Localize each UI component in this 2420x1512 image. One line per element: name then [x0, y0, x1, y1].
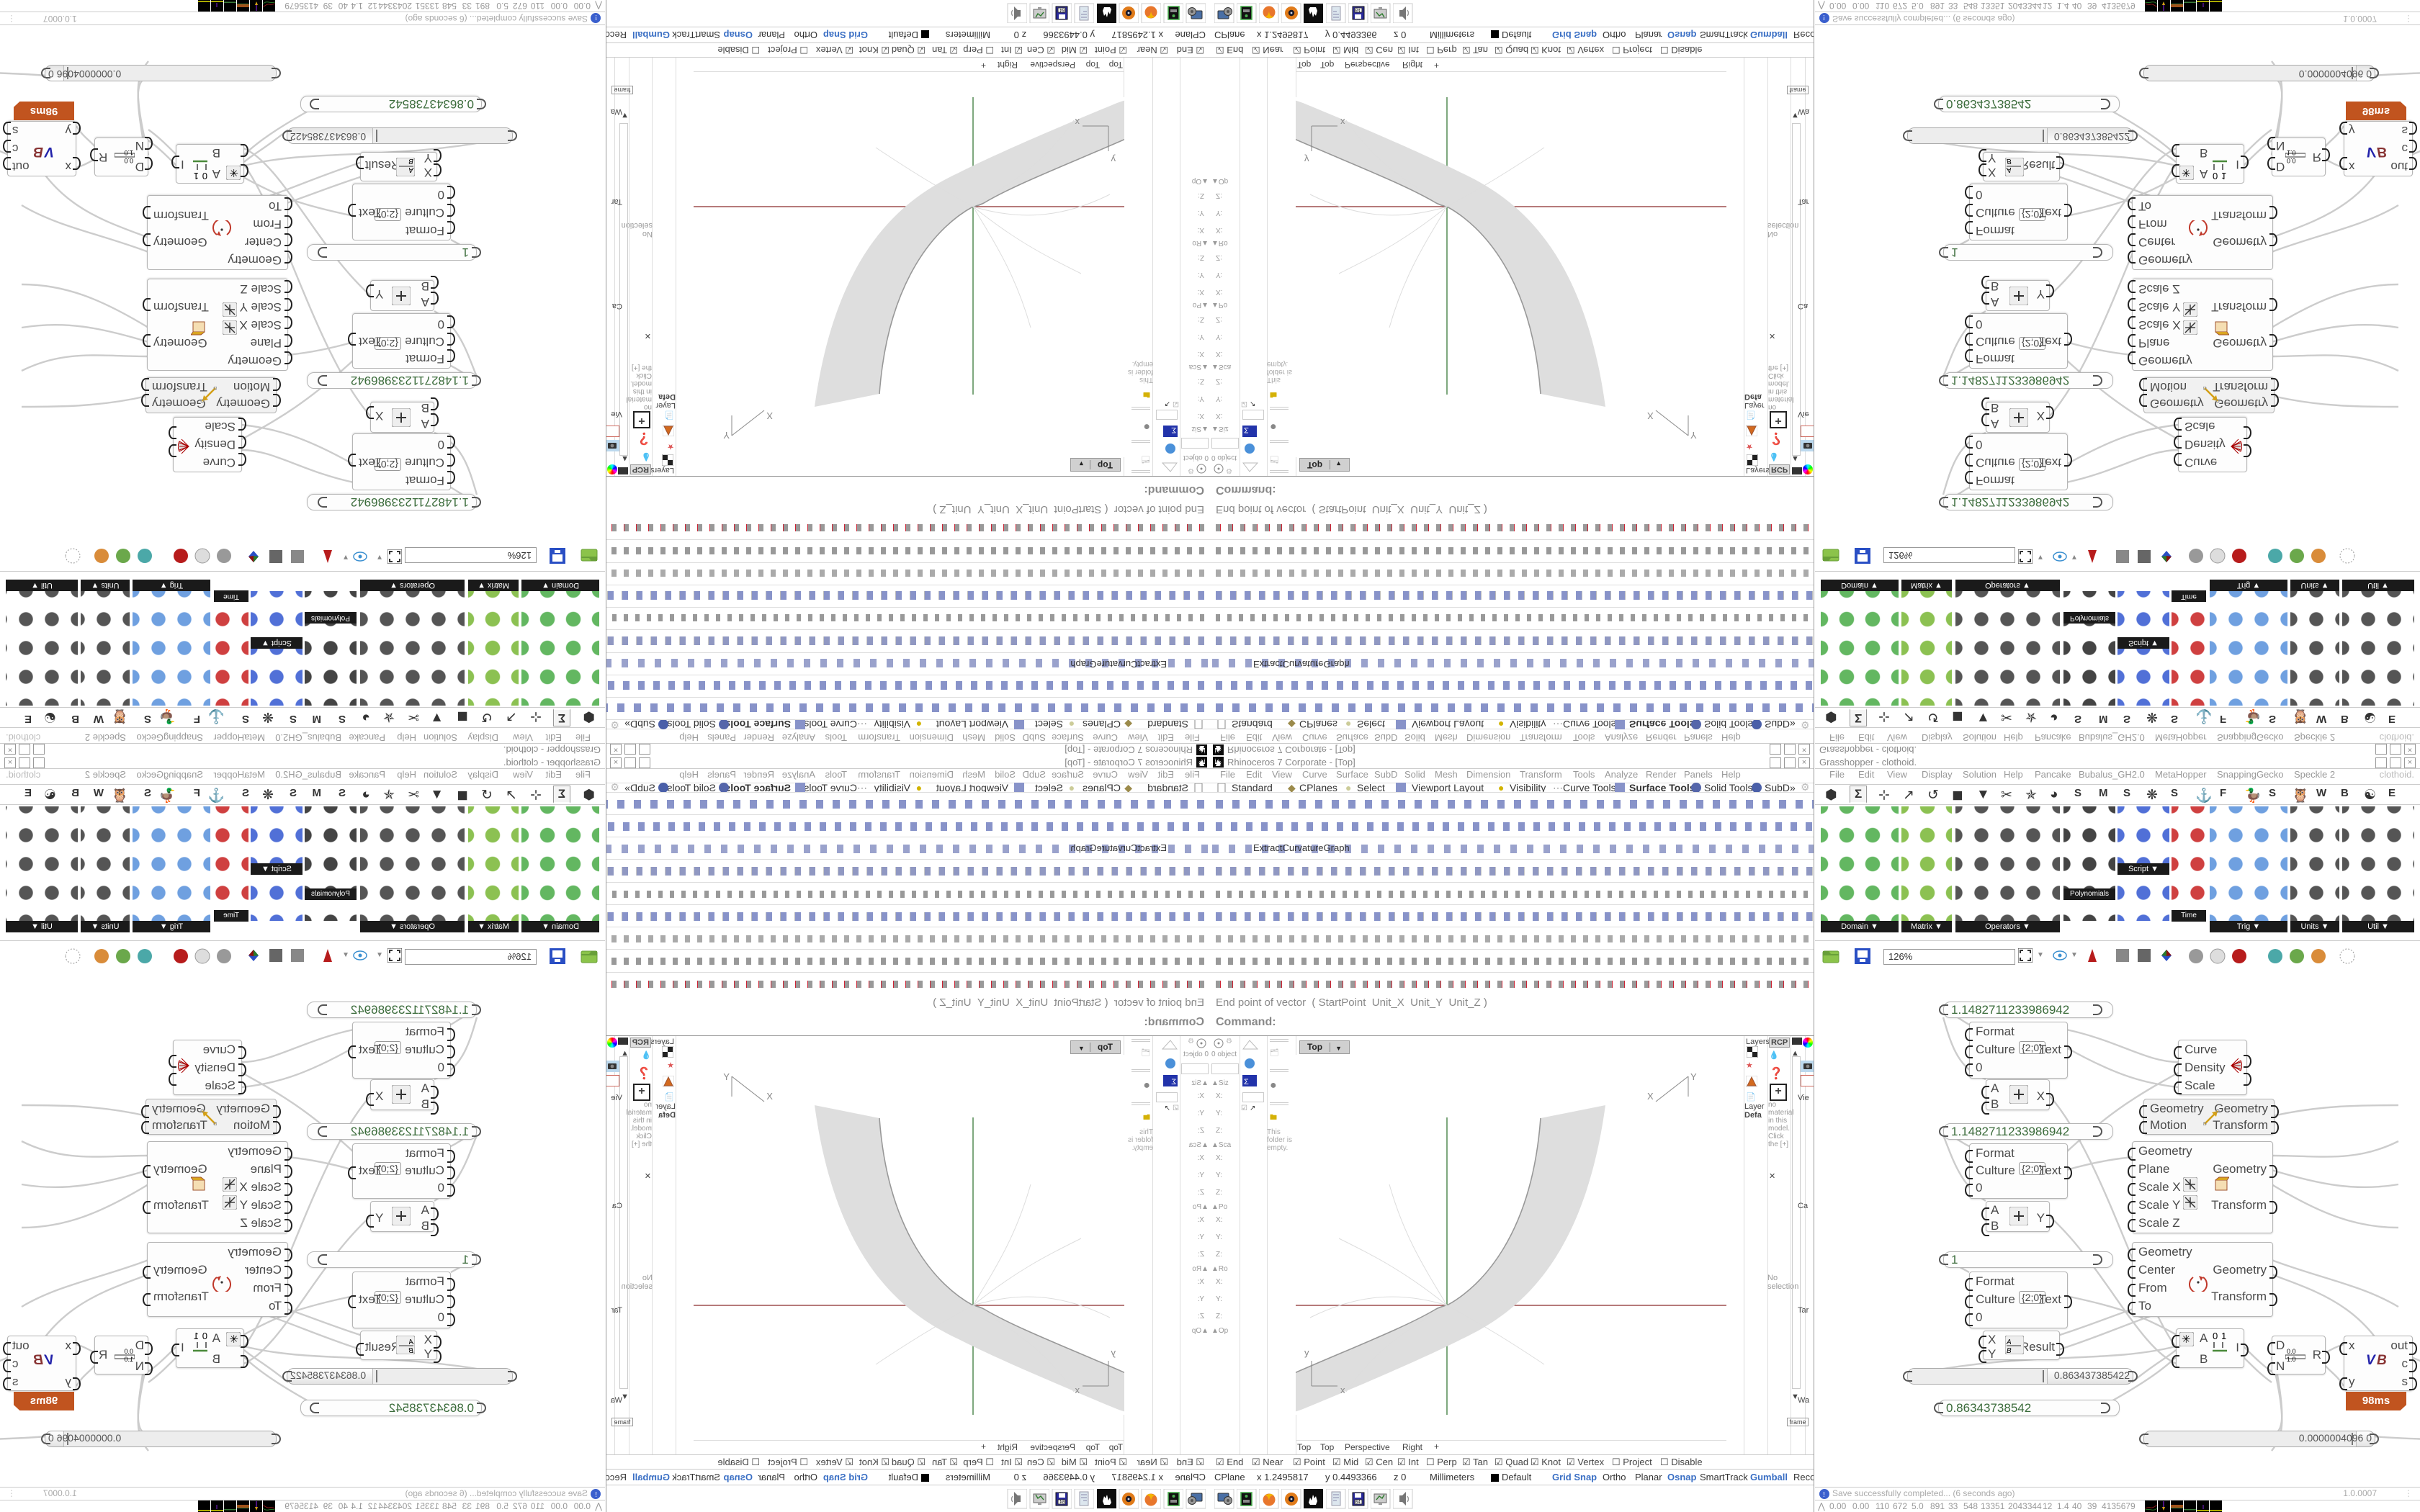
svg-text:!: ! [1823, 1491, 1825, 1499]
svg-text:1: 1 [2221, 171, 2226, 181]
svg-text:0.0: 0.0 [124, 1348, 133, 1355]
svg-text:✳: ✳ [2182, 166, 2191, 179]
svg-text:B: B [2377, 1353, 2387, 1368]
svg-text:1.0: 1.0 [2287, 150, 2296, 156]
svg-text:0.0: 0.0 [2287, 1348, 2296, 1355]
svg-text:y: y [1304, 1347, 1309, 1358]
svg-text:x: x [1340, 1385, 1345, 1395]
svg-text:64: 64 [1059, 1500, 1065, 1505]
svg-text:✳: ✳ [229, 1333, 238, 1346]
svg-text:x: x [1075, 1385, 1080, 1395]
svg-text:0.0: 0.0 [124, 157, 133, 164]
svg-text:0: 0 [202, 171, 207, 181]
svg-text:✳: ✳ [229, 166, 238, 179]
svg-text:1.0: 1.0 [124, 1356, 133, 1362]
svg-text:!: ! [595, 1491, 597, 1499]
svg-text:0: 0 [2213, 1331, 2218, 1341]
svg-text:B: B [408, 1347, 413, 1354]
svg-text:Y: Y [723, 1071, 730, 1082]
svg-text:X: X [766, 1091, 773, 1102]
svg-text:0: 0 [202, 1331, 207, 1341]
svg-text:0.0: 0.0 [2287, 157, 2296, 164]
svg-text:Y: Y [1690, 1071, 1697, 1082]
svg-text:A: A [408, 1338, 414, 1346]
svg-text:1: 1 [194, 1331, 199, 1341]
svg-text:Σ: Σ [1171, 426, 1176, 434]
svg-text:A: A [2006, 166, 2012, 174]
svg-text:1.0: 1.0 [124, 150, 133, 156]
svg-text:y: y [1304, 154, 1309, 165]
svg-text:A: A [2006, 1338, 2012, 1346]
svg-text:Σ: Σ [1171, 1078, 1176, 1086]
svg-text:V: V [2366, 144, 2376, 159]
svg-text:Σ: Σ [1244, 426, 1249, 434]
svg-text:y: y [1111, 1347, 1116, 1358]
svg-text:A: A [408, 166, 414, 174]
svg-text:X: X [766, 410, 773, 421]
svg-text:!: ! [1823, 13, 1825, 21]
svg-text:B: B [33, 144, 43, 159]
svg-text:V: V [44, 1353, 54, 1368]
svg-text:Σ: Σ [1244, 1078, 1249, 1086]
svg-text:B: B [408, 158, 413, 165]
svg-text:Y: Y [723, 430, 730, 441]
svg-text:1.0: 1.0 [2287, 1356, 2296, 1362]
svg-text:V: V [2366, 1353, 2376, 1368]
svg-text:64: 64 [1355, 7, 1361, 12]
svg-text:1: 1 [194, 171, 199, 181]
svg-text:!: ! [595, 13, 597, 21]
svg-text:0: 0 [2213, 171, 2218, 181]
svg-text:y: y [1111, 154, 1116, 165]
svg-text:B: B [2007, 1347, 2012, 1354]
svg-text:X: X [1647, 410, 1654, 421]
svg-text:B: B [2377, 144, 2387, 159]
svg-text:✳: ✳ [2182, 1333, 2191, 1346]
svg-text:64: 64 [1355, 1500, 1361, 1505]
svg-text:64: 64 [1059, 7, 1065, 12]
svg-text:B: B [33, 1353, 43, 1368]
svg-text:x: x [1075, 117, 1080, 127]
svg-text:X: X [1647, 1091, 1654, 1102]
svg-text:Y: Y [1690, 430, 1697, 441]
svg-text:B: B [2007, 158, 2012, 165]
svg-text:V: V [44, 144, 54, 159]
svg-text:1: 1 [2221, 1331, 2226, 1341]
svg-text:x: x [1340, 117, 1345, 127]
